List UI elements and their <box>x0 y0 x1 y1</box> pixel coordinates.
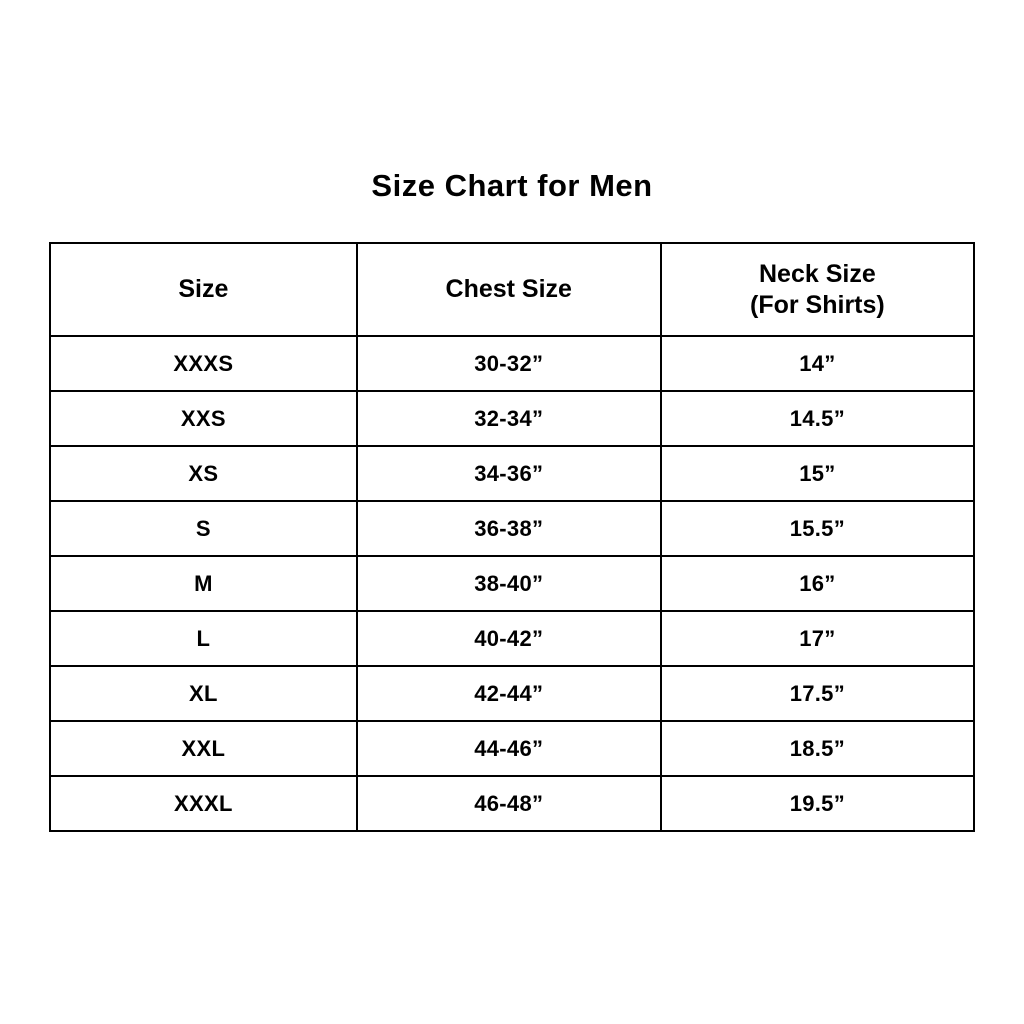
header-chest: Chest Size <box>355 242 662 337</box>
neck-cell: 18.5” <box>659 720 976 777</box>
size-cell: L <box>49 610 358 667</box>
chest-cell: 46-48” <box>355 775 662 832</box>
chest-cell: 34-36” <box>355 445 662 502</box>
size-cell: XXS <box>49 390 358 447</box>
size-cell: XS <box>49 445 358 502</box>
header-neck-label: Neck Size <box>759 259 876 288</box>
size-cell: S <box>49 500 358 557</box>
chest-cell: 30-32” <box>355 335 662 392</box>
chest-cell: 32-34” <box>355 390 662 447</box>
table-row: XXXS 30-32” 14” <box>49 335 976 392</box>
header-size-label: Size <box>178 275 229 303</box>
table-row: S 36-38” 15.5” <box>49 500 976 557</box>
header-size: Size <box>49 242 358 337</box>
header-chest-label: Chest Size <box>445 275 572 303</box>
size-cell: XL <box>49 665 358 722</box>
size-cell: XXXS <box>49 335 358 392</box>
table-row: XXS 32-34” 14.5” <box>49 390 976 447</box>
size-cell: M <box>49 555 358 612</box>
size-cell: XXXL <box>49 775 358 832</box>
chest-cell: 44-46” <box>355 720 662 777</box>
header-row: Size Chest Size Neck Size (For Shirts) <box>49 242 976 337</box>
neck-cell: 19.5” <box>659 775 976 832</box>
table-row: XL 42-44” 17.5” <box>49 665 976 722</box>
table-header: Size Chest Size Neck Size (For Shirts) <box>49 242 976 337</box>
neck-cell: 15” <box>659 445 976 502</box>
page-title: Size Chart for Men <box>371 168 653 203</box>
neck-cell: 15.5” <box>659 500 976 557</box>
neck-cell: 14.5” <box>659 390 976 447</box>
size-chart-table: Size Chest Size Neck Size (For Shirts) X… <box>49 242 976 832</box>
neck-cell: 16” <box>659 555 976 612</box>
size-cell: XXL <box>49 720 358 777</box>
chest-cell: 38-40” <box>355 555 662 612</box>
table-row: L 40-42” 17” <box>49 610 976 667</box>
table-row: XS 34-36” 15” <box>49 445 976 502</box>
chest-cell: 36-38” <box>355 500 662 557</box>
table-row: XXXL 46-48” 19.5” <box>49 775 976 832</box>
table-row: M 38-40” 16” <box>49 555 976 612</box>
table-row: XXL 44-46” 18.5” <box>49 720 976 777</box>
chest-cell: 42-44” <box>355 665 662 722</box>
header-neck: Neck Size (For Shirts) <box>659 242 976 337</box>
neck-cell: 17” <box>659 610 976 667</box>
neck-cell: 14” <box>659 335 976 392</box>
table-body: XXXS 30-32” 14” XXS 32-34” 14.5” XS 34-36” 15” S 3… <box>49 335 976 832</box>
chest-cell: 40-42” <box>355 610 662 667</box>
neck-cell: 17.5” <box>659 665 976 722</box>
header-neck-sublabel: (For Shirts) <box>750 290 885 319</box>
